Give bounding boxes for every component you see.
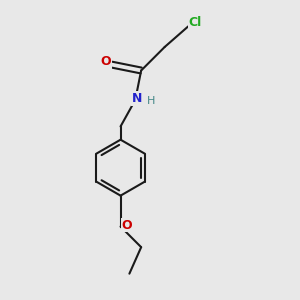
Text: H: H	[147, 96, 156, 106]
Text: O: O	[100, 55, 111, 68]
Text: Cl: Cl	[188, 16, 201, 29]
Text: O: O	[121, 219, 132, 232]
Text: N: N	[132, 92, 142, 105]
